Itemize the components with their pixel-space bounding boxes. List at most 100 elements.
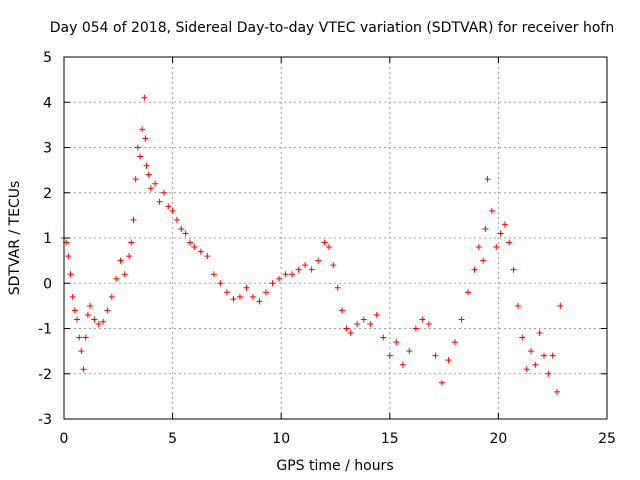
data-point — [100, 318, 107, 325]
data-point — [249, 293, 256, 300]
x-tick-label: 25 — [598, 431, 616, 447]
data-point — [497, 230, 504, 237]
data-point — [432, 352, 439, 359]
y-tick-label: -2 — [38, 367, 52, 383]
data-point — [315, 257, 322, 264]
data-point — [95, 320, 102, 327]
y-axis-label: SDTVAR / TECUs — [7, 181, 23, 296]
data-point — [87, 302, 94, 309]
data-point — [169, 207, 176, 214]
data-series — [61, 94, 564, 395]
data-point — [451, 339, 458, 346]
data-point — [173, 216, 180, 223]
y-tick-label: 4 — [43, 95, 52, 111]
data-point — [321, 239, 328, 246]
data-point — [373, 311, 380, 318]
data-point — [145, 171, 152, 178]
data-point — [121, 271, 128, 278]
x-tick-label: 5 — [168, 431, 177, 447]
data-point — [386, 352, 393, 359]
y-tick-label: 0 — [43, 276, 52, 292]
x-tick-label: 15 — [381, 431, 399, 447]
data-point — [139, 126, 146, 133]
data-point — [113, 275, 120, 282]
data-point — [488, 207, 495, 214]
data-point — [343, 325, 350, 332]
data-point — [132, 176, 139, 183]
y-axis-ticks: -3 -2 -1 0 1 2 3 4 5 — [38, 50, 607, 428]
data-point — [406, 348, 413, 355]
data-point — [156, 198, 163, 205]
data-point — [302, 262, 309, 269]
data-point — [152, 180, 159, 187]
data-point — [204, 253, 211, 260]
data-point — [354, 320, 361, 327]
data-point — [380, 334, 387, 341]
data-point — [554, 388, 561, 395]
data-point — [367, 320, 374, 327]
data-point — [128, 239, 135, 246]
data-point — [480, 257, 487, 264]
data-point — [295, 266, 302, 273]
data-point — [523, 366, 530, 373]
data-point — [141, 94, 148, 101]
data-point — [71, 307, 78, 314]
data-point — [236, 293, 243, 300]
data-point — [82, 334, 89, 341]
grid — [64, 57, 607, 419]
data-point — [137, 153, 144, 160]
y-tick-label: -3 — [38, 412, 52, 428]
x-axis-ticks: 0 5 10 15 20 25 — [60, 57, 616, 447]
y-tick-label: -1 — [38, 322, 52, 338]
data-point — [69, 293, 76, 300]
data-point — [84, 311, 91, 318]
data-point — [541, 352, 548, 359]
data-point — [262, 289, 269, 296]
data-point — [445, 357, 452, 364]
data-point — [197, 248, 204, 255]
data-point — [545, 370, 552, 377]
x-tick-label: 0 — [60, 431, 69, 447]
data-point — [325, 244, 332, 251]
data-point — [243, 284, 250, 291]
data-point — [412, 325, 419, 332]
data-point — [178, 225, 185, 232]
data-point — [269, 280, 276, 287]
data-point — [143, 162, 150, 169]
data-point — [419, 316, 426, 323]
data-point — [501, 221, 508, 228]
data-point — [186, 239, 193, 246]
data-point — [126, 253, 133, 260]
data-point — [519, 334, 526, 341]
data-point — [74, 316, 81, 323]
data-point — [134, 144, 141, 151]
data-point — [557, 302, 564, 309]
data-point — [471, 266, 478, 273]
data-point — [230, 296, 237, 303]
data-point — [339, 307, 346, 314]
data-point — [276, 275, 283, 282]
data-point — [399, 361, 406, 368]
x-tick-label: 20 — [489, 431, 507, 447]
data-point — [78, 348, 85, 355]
data-point — [347, 330, 354, 337]
data-point — [425, 320, 432, 327]
data-point — [80, 366, 87, 373]
data-point — [527, 348, 534, 355]
data-point — [165, 203, 172, 210]
data-point — [549, 352, 556, 359]
x-axis-label: GPS time / hours — [276, 458, 393, 474]
y-tick-label: 5 — [43, 50, 52, 66]
y-tick-label: 1 — [43, 231, 52, 247]
data-point — [117, 257, 124, 264]
data-point — [282, 271, 289, 278]
data-point — [393, 339, 400, 346]
chart-title: Day 054 of 2018, Sidereal Day-to-day VTE… — [50, 20, 614, 36]
data-point — [160, 189, 167, 196]
data-point — [130, 216, 137, 223]
data-point — [65, 253, 72, 260]
data-point — [289, 271, 296, 278]
data-point — [104, 307, 111, 314]
data-point — [536, 330, 543, 337]
